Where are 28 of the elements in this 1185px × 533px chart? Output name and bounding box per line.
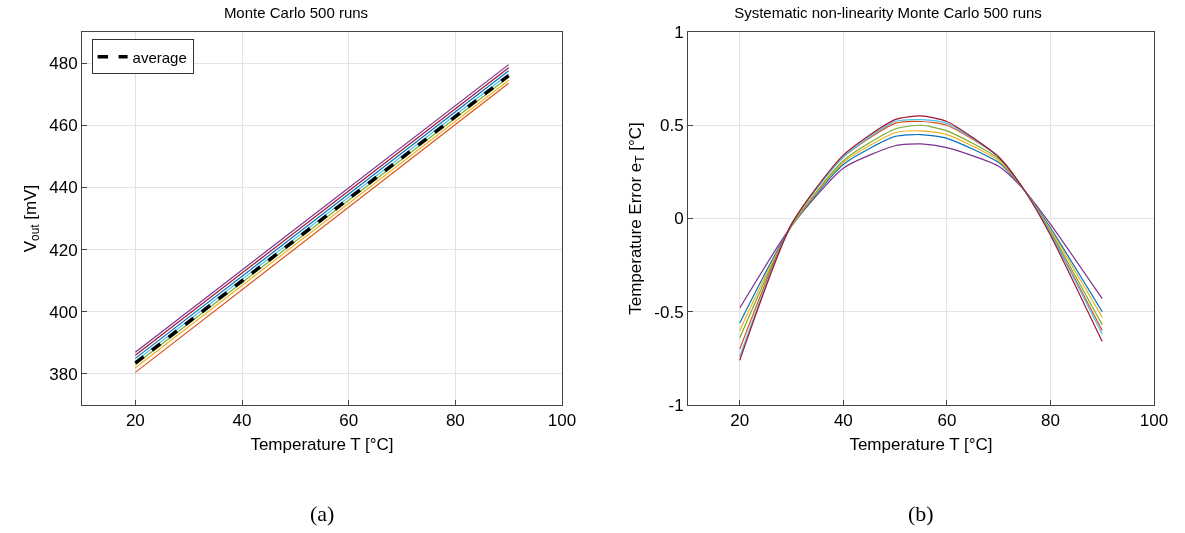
y-tick-label: 420 xyxy=(49,240,78,260)
y-tick-label: -1 xyxy=(668,395,684,415)
x-axis-title: Temperature T [°C] xyxy=(849,434,993,454)
x-axis-title: Temperature T [°C] xyxy=(250,434,394,454)
y-tick-label: 1 xyxy=(674,22,684,42)
y-tick-label: 400 xyxy=(49,302,78,322)
y-tick-label: 440 xyxy=(49,178,78,198)
chart-title: Monte Carlo 500 runs xyxy=(223,4,369,22)
x-tick-label: 60 xyxy=(339,411,359,431)
x-tick-label: 20 xyxy=(125,411,145,431)
text: (a) xyxy=(310,501,335,526)
legend-label: average xyxy=(132,48,187,66)
y-tick-label: -0.5 xyxy=(654,302,684,322)
x-tick-label: 100 xyxy=(547,411,577,431)
x-tick-label: 20 xyxy=(730,411,750,431)
x-tick-label: 80 xyxy=(445,411,465,431)
y-tick-label: 380 xyxy=(49,364,78,384)
y-tick-label: 460 xyxy=(49,116,78,136)
x-tick-label: 40 xyxy=(833,411,853,431)
y-tick-label: 480 xyxy=(49,54,78,74)
x-tick-label: 80 xyxy=(1040,411,1060,431)
chart-title: Systematic non-linearity Monte Carlo 500 runs xyxy=(734,4,1042,22)
x-tick-label: 60 xyxy=(937,411,957,431)
x-tick-label: 100 xyxy=(1139,411,1169,431)
text: (b) xyxy=(908,501,934,526)
y-tick-label: 0.5 xyxy=(659,116,684,136)
y-tick-label: 0 xyxy=(674,209,684,229)
x-tick-label: 40 xyxy=(232,411,252,431)
